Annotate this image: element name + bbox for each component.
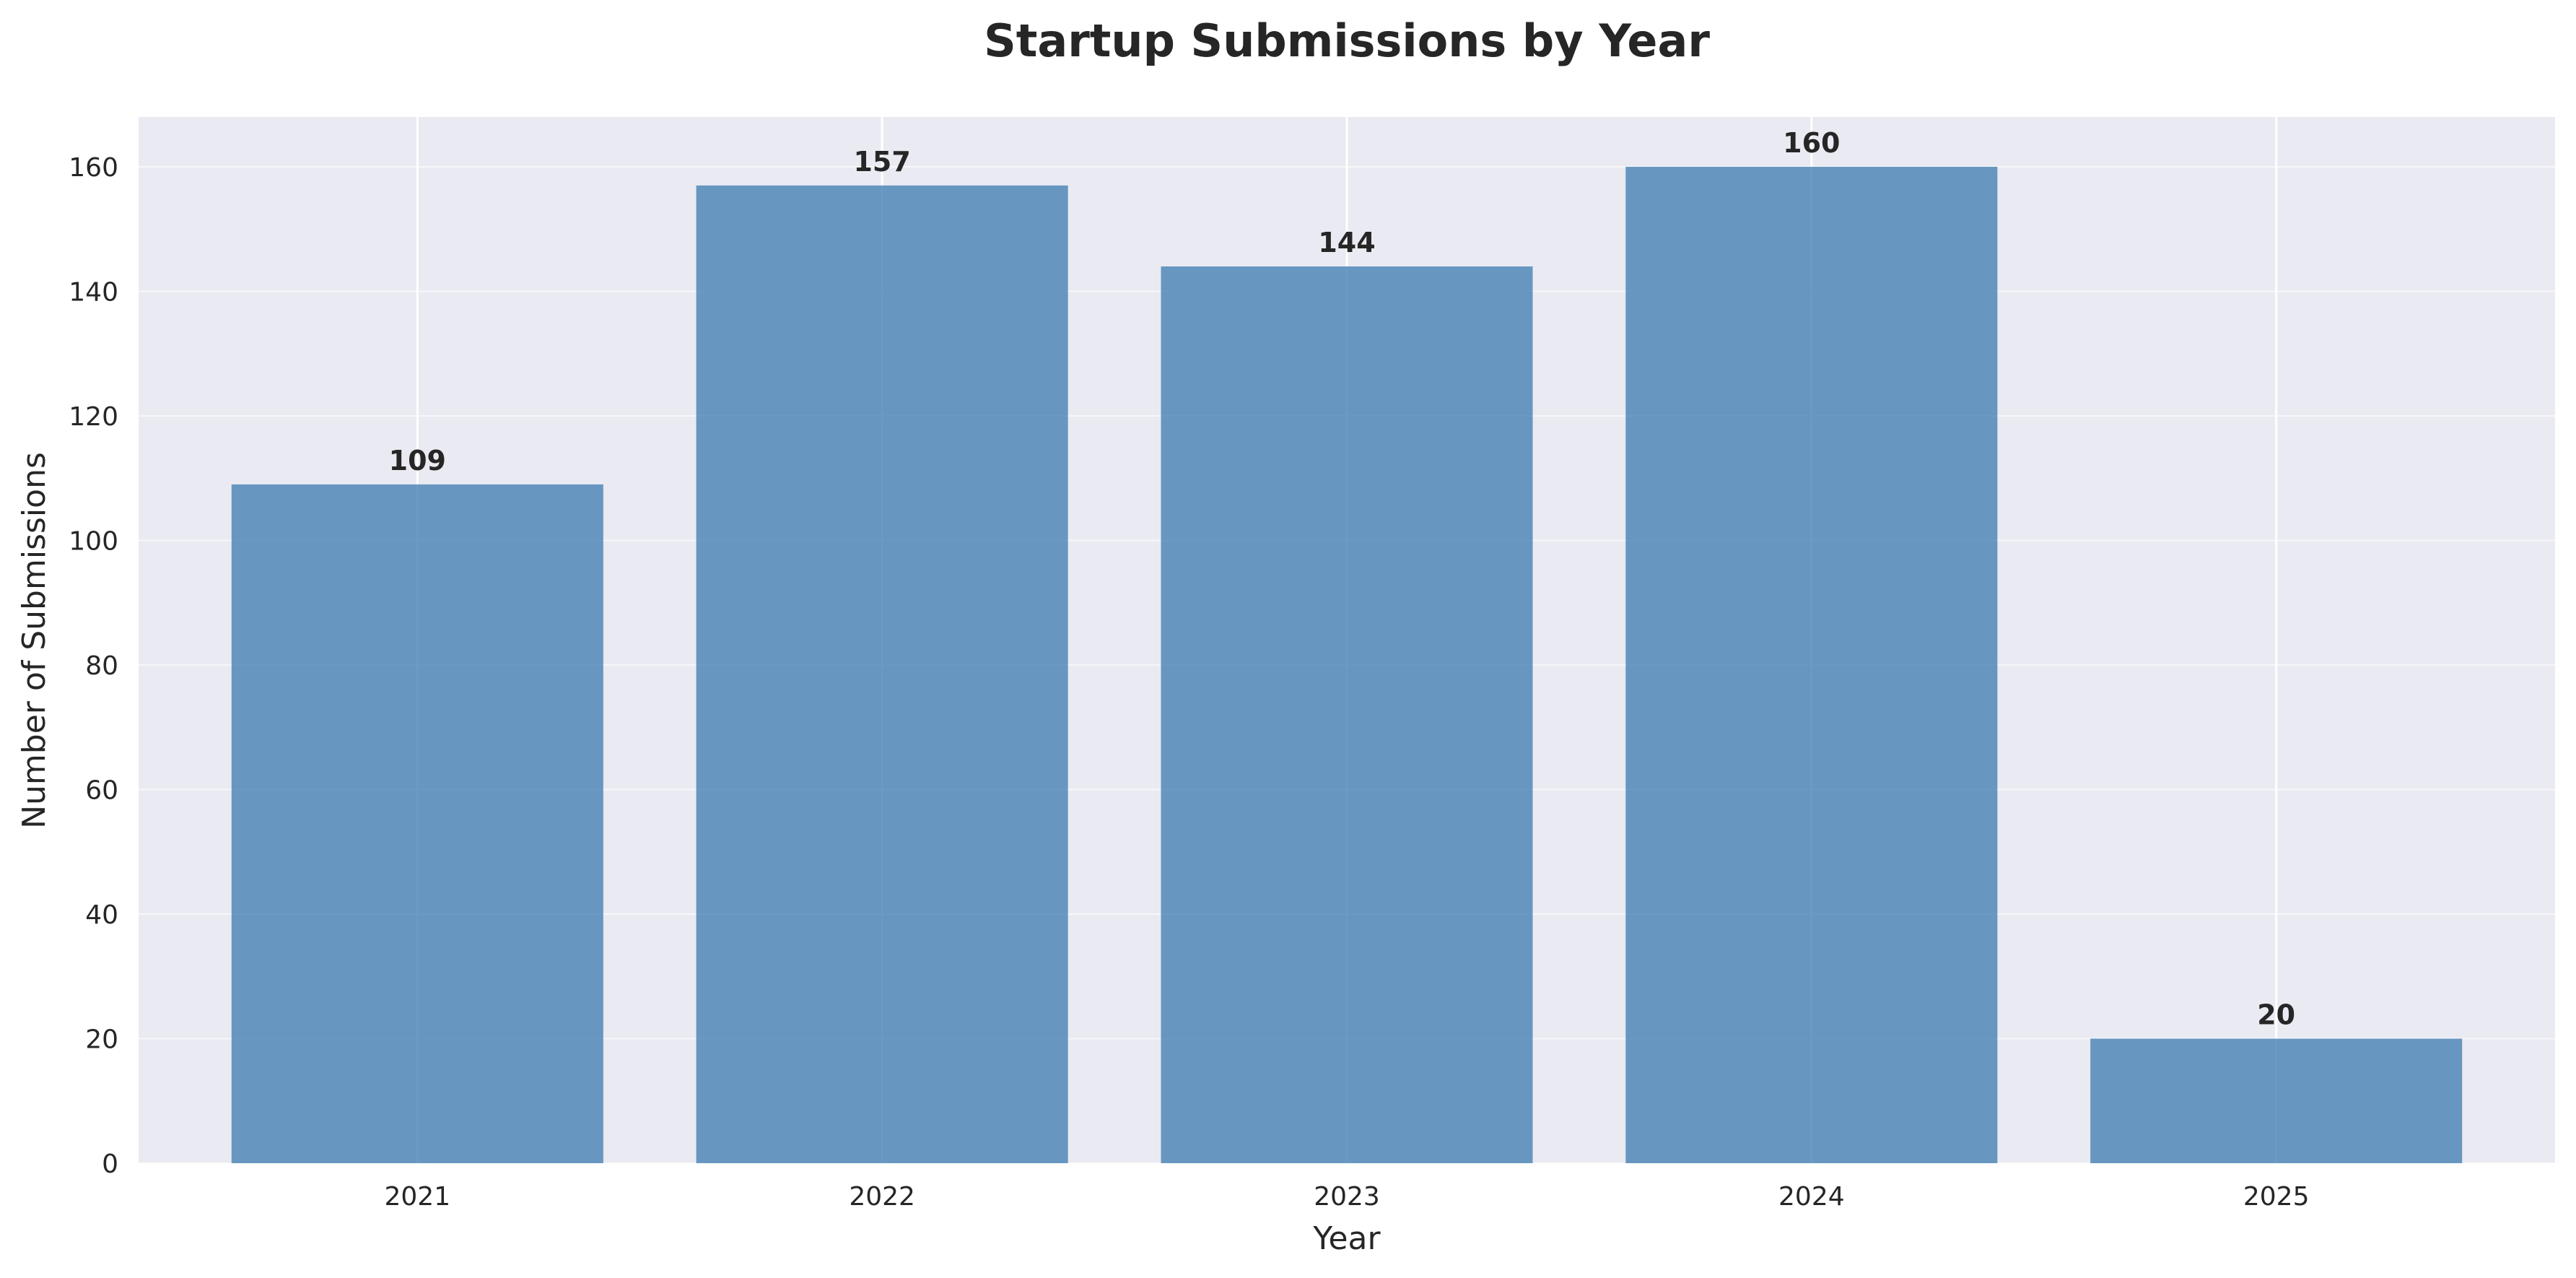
- bars: [231, 167, 2463, 1163]
- data-label-2023: 144: [1318, 227, 1375, 258]
- data-label-2021: 109: [389, 445, 446, 477]
- x-tick-label: 2023: [1314, 1182, 1380, 1212]
- y-tick-label: 120: [69, 402, 118, 432]
- x-axis-ticks: 2021 2022 2023 2024 2025: [384, 1182, 2309, 1212]
- data-label-2025: 20: [2257, 999, 2295, 1031]
- bar-2025: [2090, 1038, 2463, 1163]
- x-tick-label: 2022: [849, 1182, 915, 1212]
- bar-2023: [1161, 266, 1533, 1163]
- y-axis-ticks: 0 20 40 60 80 100 120 140 160: [69, 153, 118, 1179]
- y-tick-label: 60: [85, 776, 118, 806]
- y-axis-title: Number of Submissions: [16, 452, 53, 829]
- data-label-2024: 160: [1783, 127, 1840, 159]
- y-tick-label: 100: [69, 527, 118, 557]
- x-tick-label: 2021: [384, 1182, 450, 1212]
- y-tick-label: 20: [85, 1025, 118, 1055]
- y-tick-label: 80: [85, 651, 118, 681]
- chart-title: Startup Submissions by Year: [984, 14, 1710, 67]
- y-tick-label: 40: [85, 900, 118, 930]
- y-tick-label: 0: [102, 1149, 118, 1179]
- data-label-2022: 157: [853, 146, 910, 178]
- y-tick-label: 140: [69, 278, 118, 308]
- bar-2021: [231, 484, 603, 1163]
- x-tick-label: 2024: [1778, 1182, 1845, 1212]
- x-axis-title: Year: [1312, 1220, 1381, 1257]
- bar-2024: [1625, 167, 1998, 1163]
- y-tick-label: 160: [69, 153, 118, 183]
- data-labels: 109 157 144 160 20: [389, 127, 2295, 1031]
- x-tick-label: 2025: [2243, 1182, 2310, 1212]
- bar-2022: [696, 185, 1068, 1163]
